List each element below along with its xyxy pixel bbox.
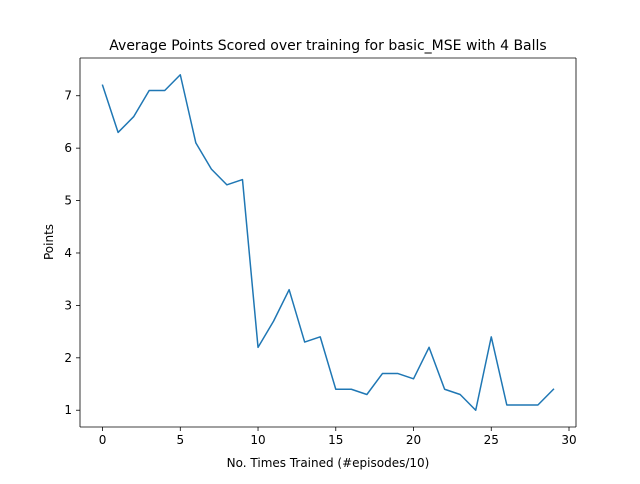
y-tick-label: 7: [64, 89, 72, 103]
y-tick-label: 6: [64, 141, 72, 155]
x-tick-label: 0: [99, 433, 107, 447]
y-tick-label: 4: [64, 246, 72, 260]
x-axis-label: No. Times Trained (#episodes/10): [227, 456, 430, 470]
x-tick-label: 5: [176, 433, 184, 447]
x-tick-label: 20: [406, 433, 421, 447]
y-axis-label: Points: [42, 224, 56, 260]
y-tick-label: 3: [64, 298, 72, 312]
y-tick-label: 5: [64, 194, 72, 208]
chart-title: Average Points Scored over training for …: [109, 38, 546, 54]
y-tick-label: 2: [64, 351, 72, 365]
x-tick-label: 30: [561, 433, 576, 447]
x-tick-label: 25: [484, 433, 499, 447]
x-tick-label: 15: [328, 433, 343, 447]
x-tick-label: 10: [250, 433, 265, 447]
plot-area: 0 5 10 15 20 25 30 1 2 3 4 5 6 7: [64, 58, 576, 447]
series-line-0: [103, 75, 554, 410]
y-tick-label: 1: [64, 403, 72, 417]
